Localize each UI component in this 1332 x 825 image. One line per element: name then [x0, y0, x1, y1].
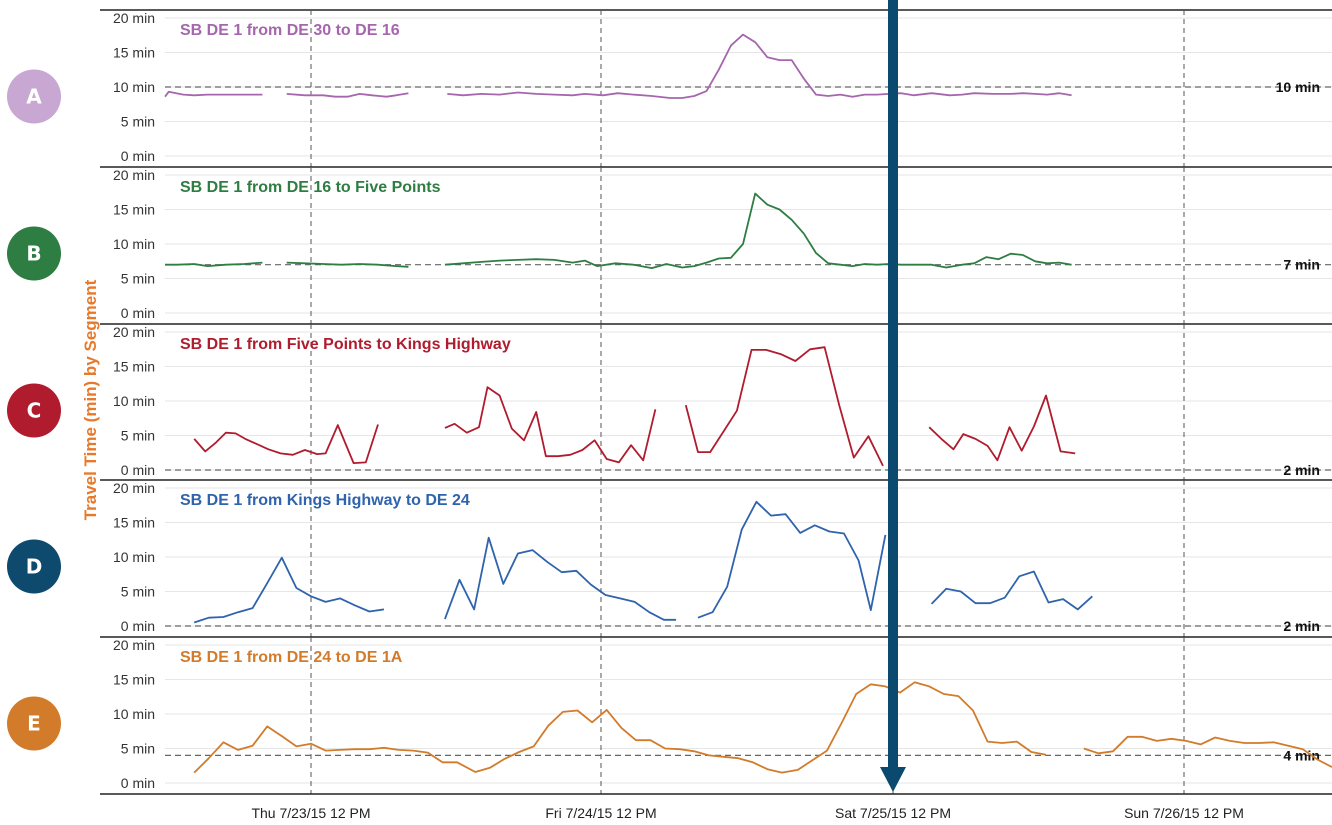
segment-badge [7, 696, 61, 751]
series-line [165, 261, 263, 267]
y-tick-label: 0 min [121, 462, 155, 478]
segment-badge [7, 539, 61, 594]
series-line [928, 394, 1076, 462]
series-line [164, 90, 263, 98]
arrow-shaft [888, 0, 898, 770]
y-tick-label: 15 min [113, 515, 155, 531]
y-tick-label: 10 min [113, 79, 155, 95]
y-tick-label: 5 min [121, 741, 155, 757]
segment-badge-letter: D [26, 555, 43, 579]
x-tick-label: Fri 7/24/15 12 PM [545, 805, 656, 821]
time-marker-arrow [880, 0, 906, 792]
y-tick-label: 10 min [113, 393, 155, 409]
y-tick-label: 15 min [113, 45, 155, 61]
y-tick-label: 5 min [121, 114, 155, 130]
y-tick-label: 10 min [113, 236, 155, 252]
panel-title: SB DE 1 from DE 24 to DE 1A [180, 649, 403, 666]
panel-title: SB DE 1 from Five Points to Kings Highwa… [180, 336, 511, 353]
y-tick-label: 5 min [121, 271, 155, 287]
series-line [1083, 735, 1332, 768]
segment-badge [7, 383, 61, 438]
series-line [193, 556, 385, 624]
segment-badge-letter: B [26, 242, 41, 266]
series-line [684, 346, 884, 467]
segment-badge-letter: E [27, 712, 41, 736]
series-line [447, 33, 1072, 99]
y-tick-label: 20 min [113, 167, 155, 183]
series-line [930, 570, 1093, 611]
panel-title: SB DE 1 from DE 30 to DE 16 [180, 22, 400, 39]
chart-panels: 0 min 5 min 10 min 15 min 20 min 10 min SB DE … [7, 9, 1332, 794]
reference-label: 10 min [1276, 79, 1320, 95]
x-axis: Thu 7/23/15 12 PM Fri 7/24/15 12 PM Sat 7/… [100, 793, 1332, 821]
reference-label: 2 min [1283, 462, 1320, 478]
y-tick-label: 0 min [121, 148, 155, 164]
series-line [286, 261, 409, 268]
y-tick-label: 20 min [113, 10, 155, 26]
x-tick-label: Thu 7/23/15 12 PM [251, 805, 370, 821]
y-tick-label: 15 min [113, 359, 155, 375]
panel-e: 0 min 5 min 10 min 15 min 20 min 4 min SB DE 1… [7, 636, 1332, 794]
y-tick-label: 0 min [121, 775, 155, 791]
series-line [444, 386, 657, 464]
y-tick-label: 15 min [113, 672, 155, 688]
series-line [286, 92, 409, 98]
reference-label: 2 min [1283, 618, 1320, 634]
panel-title: SB DE 1 from DE 16 to Five Points [180, 179, 441, 196]
panel-c: 0 min 5 min 10 min 15 min 20 min 2 min SB DE 1… [7, 323, 1332, 481]
arrow-head [880, 767, 906, 792]
y-tick-label: 20 min [113, 480, 155, 496]
y-tick-label: 10 min [113, 706, 155, 722]
segment-badge-letter: A [26, 85, 42, 109]
panel-title: SB DE 1 from Kings Highway to DE 24 [180, 492, 470, 509]
reference-label: 4 min [1283, 747, 1320, 763]
x-tick-label: Sat 7/25/15 12 PM [835, 805, 951, 821]
y-tick-label: 0 min [121, 305, 155, 321]
segment-badge-letter: C [27, 399, 42, 423]
series-line [193, 424, 379, 464]
series-line [697, 500, 887, 619]
y-tick-label: 20 min [113, 637, 155, 653]
y-tick-label: 0 min [121, 618, 155, 634]
series-line [444, 192, 1072, 269]
reference-label: 7 min [1283, 257, 1320, 273]
y-tick-label: 5 min [121, 428, 155, 444]
segment-badge [7, 226, 61, 281]
y-tick-label: 10 min [113, 549, 155, 565]
panel-b: 0 min 5 min 10 min 15 min 20 min 7 min SB DE 1… [7, 166, 1332, 324]
y-tick-label: 15 min [113, 202, 155, 218]
panel-d: 0 min 5 min 10 min 15 min 20 min 2 min SB DE 1… [7, 479, 1332, 637]
y-tick-label: 20 min [113, 324, 155, 340]
y-axis-label: Travel Time (min) by Segment [81, 279, 100, 520]
series-line [444, 536, 677, 621]
y-tick-label: 5 min [121, 584, 155, 600]
series-line [193, 681, 1047, 774]
panel-a: 0 min 5 min 10 min 15 min 20 min 10 min SB DE … [7, 9, 1332, 167]
x-tick-label: Sun 7/26/15 12 PM [1124, 805, 1244, 821]
segment-badge [7, 69, 61, 124]
